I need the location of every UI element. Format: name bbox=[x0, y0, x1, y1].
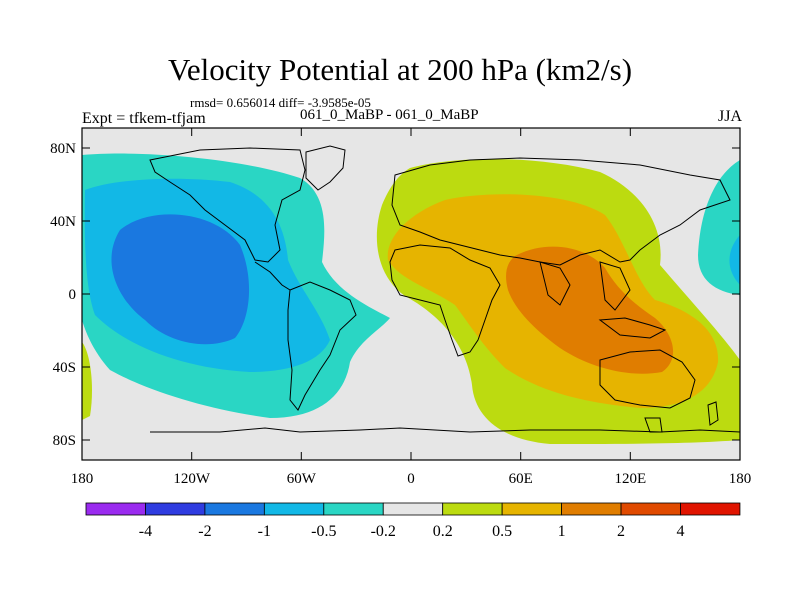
contour-neg-edge-east-inner bbox=[729, 235, 740, 285]
colorbar-box bbox=[323, 502, 384, 516]
contour-pos-1 bbox=[506, 246, 674, 374]
colorbar bbox=[85, 502, 741, 516]
colorbar-label: -1 bbox=[258, 523, 271, 540]
y-tick-label: 80S bbox=[53, 433, 76, 449]
colorbar-label: -0.5 bbox=[311, 523, 336, 540]
colorbar-box bbox=[204, 502, 265, 516]
coastline-new-zealand bbox=[707, 401, 719, 426]
coastline-australia bbox=[599, 349, 696, 409]
coastline-eurasia bbox=[391, 157, 731, 266]
coastline-africa bbox=[389, 244, 501, 357]
coastline-tasmania bbox=[644, 417, 663, 433]
colorbar-label: 0.5 bbox=[492, 523, 512, 540]
x-tick-labels: 180 120W 60W 0 60E 120E 180 bbox=[71, 471, 752, 487]
colorbar-label: -2 bbox=[198, 523, 211, 540]
coastline-southeast-asia bbox=[599, 261, 631, 311]
colorbar-box bbox=[382, 502, 444, 516]
x-tick-label: 60E bbox=[509, 471, 533, 487]
colorbar-box bbox=[501, 502, 562, 516]
colorbar-label: 2 bbox=[617, 523, 625, 540]
colorbar-label: -0.2 bbox=[371, 523, 396, 540]
y-tick-label: 80N bbox=[50, 141, 76, 157]
colorbar-box bbox=[561, 502, 622, 516]
coastline-india bbox=[539, 261, 571, 306]
x-tick-label: 180 bbox=[729, 471, 752, 487]
x-tick-label: 0 bbox=[407, 471, 415, 487]
x-tick-label: 120W bbox=[173, 471, 211, 487]
colorbar-label: 4 bbox=[677, 523, 685, 540]
coastline-central-america bbox=[254, 261, 291, 291]
coastline-antarctica bbox=[150, 427, 740, 433]
y-tick-label: 40N bbox=[50, 214, 76, 230]
y-tick-label: 0 bbox=[69, 287, 77, 303]
x-tick-label: 120E bbox=[614, 471, 646, 487]
colorbar-label: -4 bbox=[139, 523, 152, 540]
contour-neg-1 bbox=[111, 214, 250, 345]
contour-pos-edge-west bbox=[82, 342, 93, 420]
season-label: JJA bbox=[717, 108, 742, 125]
colorbar-box bbox=[85, 502, 146, 516]
colorbar-label: 0.2 bbox=[433, 523, 453, 540]
map-title: Velocity Potential at 200 hPa (km2/s) bbox=[167, 52, 633, 87]
colorbar-labels: -4 -2 -1 -0.5 -0.2 0.2 0.5 1 2 4 bbox=[139, 523, 685, 540]
coastline-greenland bbox=[305, 145, 346, 191]
y-tick-marks bbox=[82, 147, 740, 441]
coastline-north-america bbox=[149, 147, 306, 263]
y-tick-labels: 80N 40N 0 40S 80S bbox=[50, 141, 76, 449]
x-tick-label: 180 bbox=[71, 471, 94, 487]
stats-text: rmsd= 0.656014 diff= -3.9585e-05 bbox=[190, 95, 371, 110]
coastline-south-america bbox=[287, 281, 357, 411]
coastlines bbox=[149, 145, 740, 433]
x-tick-label: 60W bbox=[287, 471, 317, 487]
colorbar-label: 1 bbox=[558, 523, 566, 540]
case-label: 061_0_MaBP - 061_0_MaBP bbox=[300, 107, 479, 123]
coastline-indonesia bbox=[598, 317, 667, 339]
y-tick-label: 40S bbox=[53, 360, 76, 376]
colorbar-box bbox=[263, 502, 325, 516]
colorbar-box bbox=[442, 502, 503, 516]
colorbar-box bbox=[145, 502, 206, 516]
x-tick-marks bbox=[81, 128, 741, 460]
colorbar-box bbox=[680, 502, 741, 516]
contour-fills bbox=[82, 153, 740, 444]
colorbar-box bbox=[620, 502, 681, 516]
experiment-label: Expt = tfkem-tfjam bbox=[82, 110, 206, 127]
